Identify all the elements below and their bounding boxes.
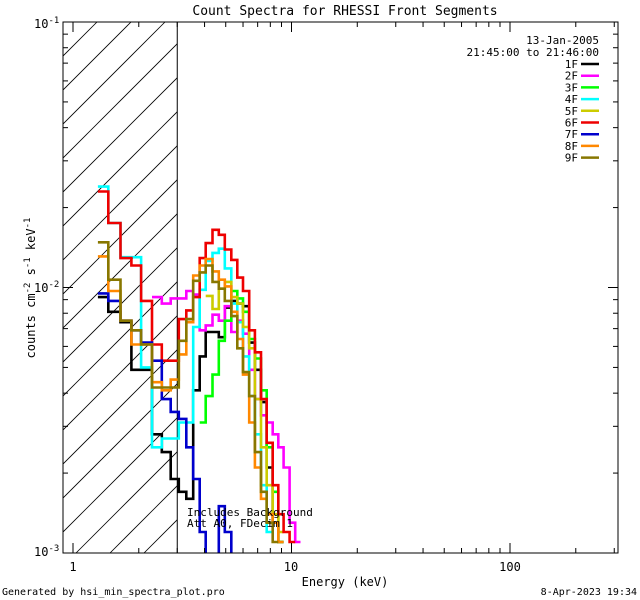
legend-label-4F: 4F xyxy=(565,93,578,106)
hatch-line xyxy=(63,247,178,363)
annotation-background: Includes Background xyxy=(187,506,313,519)
series-line-5F xyxy=(205,280,284,534)
header-time-range: 21:45:00 to 21:46:00 xyxy=(467,46,599,59)
hatch-line xyxy=(63,383,178,499)
legend-label-8F: 8F xyxy=(565,140,578,153)
y-label-counts: counts cm xyxy=(24,293,38,358)
y-tick-exp-1e-1: -1 xyxy=(48,16,59,26)
legend-label-3F: 3F xyxy=(565,81,578,94)
x-tick-label-100: 100 xyxy=(499,560,521,574)
x-axis-label: Energy (keV) xyxy=(302,575,389,589)
hatch-line xyxy=(63,349,178,465)
y-tick-base-1e-2: 10 xyxy=(34,281,48,295)
hatch-line xyxy=(109,485,178,553)
legend-label-6F: 6F xyxy=(565,117,578,130)
y-label-s: s xyxy=(24,268,38,282)
y-label-kev: keV xyxy=(24,228,38,257)
y-tick-exp-1e-3: -3 xyxy=(48,544,59,554)
y-label-exp-cm: -2 xyxy=(23,283,33,294)
legend-label-9F: 9F xyxy=(565,152,578,165)
y-axis-label: counts cm-2 s-1 keV-1 xyxy=(23,218,38,359)
hatch-line xyxy=(63,281,178,397)
x-tick-label-10: 10 xyxy=(284,560,298,574)
legend-label-5F: 5F xyxy=(565,105,578,118)
y-tick-label-1e-2: 10-2 xyxy=(34,280,59,295)
hatch-line xyxy=(63,417,178,533)
chart-title: Count Spectra for RHESSI Front Segments xyxy=(192,4,497,19)
footer-timestamp: 8-Apr-2023 19:34 xyxy=(541,587,637,598)
hatch-line xyxy=(63,213,178,329)
y-label-exp-kev: -1 xyxy=(23,218,33,229)
x-tick-label-1: 1 xyxy=(69,560,76,574)
hatch-line xyxy=(63,77,178,193)
y-tick-base-1e-3: 10 xyxy=(34,545,48,559)
y-label-exp-s: -1 xyxy=(23,257,33,268)
annotation-attenuator: Att A0, FDecim 1 xyxy=(187,517,293,530)
series-layer xyxy=(97,185,301,553)
series-line-7F xyxy=(97,292,233,553)
hatch-line xyxy=(63,43,178,159)
legend-label-1F: 1F xyxy=(565,58,578,71)
hatch-line xyxy=(63,22,166,125)
y-tick-label-1e-3: 10-3 xyxy=(34,544,59,559)
plot-frame xyxy=(62,21,619,554)
axis-ticks xyxy=(63,21,618,554)
y-tick-label-1e-1: 10-1 xyxy=(34,16,59,31)
hatched-region xyxy=(63,22,178,553)
footer-generated-by: Generated by hsi_min_spectra_plot.pro xyxy=(2,587,225,598)
series-line-6F xyxy=(97,190,296,544)
legend-label-2F: 2F xyxy=(565,70,578,83)
header-date: 13-Jan-2005 xyxy=(526,34,599,47)
series-line-9F xyxy=(97,241,279,544)
series-line-3F xyxy=(199,289,284,544)
hatch-line xyxy=(75,451,178,553)
series-line-4F xyxy=(97,185,273,534)
y-tick-base-1e-1: 10 xyxy=(34,17,48,31)
y-tick-exp-1e-2: -2 xyxy=(48,280,59,290)
legend-label-7F: 7F xyxy=(565,128,578,141)
